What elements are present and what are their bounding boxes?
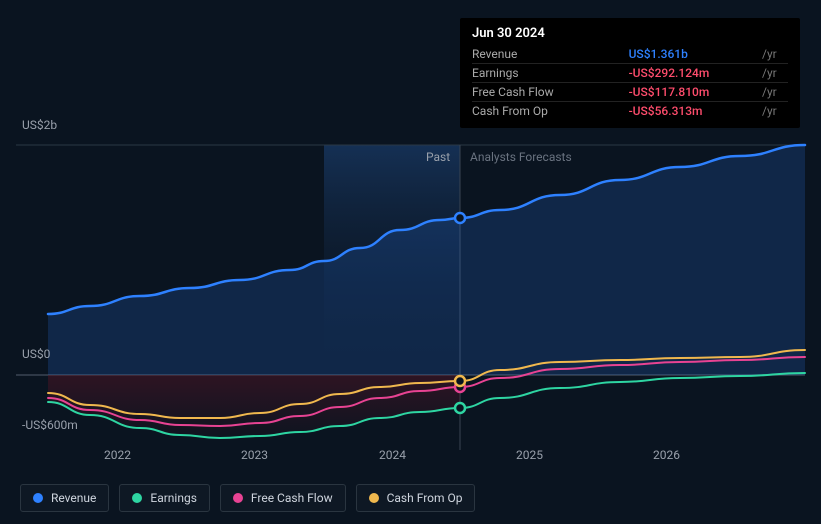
tooltip-label: Revenue (472, 45, 629, 64)
legend-label: Cash From Op (387, 491, 463, 505)
legend-swatch (233, 493, 243, 503)
y-tick-label-n600: -US$600m (22, 418, 78, 432)
legend-label: Revenue (51, 491, 96, 505)
tooltip-row-cfo: Cash From Op -US$56.313m /yr (472, 102, 788, 121)
tooltip-suffix: /yr (758, 83, 788, 102)
x-tick-label: 2026 (653, 448, 680, 462)
tooltip-row-earnings: Earnings -US$292.124m /yr (472, 64, 788, 83)
legend-item-cfo[interactable]: Cash From Op (356, 484, 476, 512)
tooltip-row-revenue: Revenue US$1.361b /yr (472, 45, 788, 64)
tooltip-value: -US$292.124m (629, 64, 758, 83)
tooltip-row-fcf: Free Cash Flow -US$117.810m /yr (472, 83, 788, 102)
tooltip-value: US$1.361b (629, 45, 758, 64)
tooltip-value: -US$56.313m (629, 102, 758, 121)
tooltip-suffix: /yr (758, 64, 788, 83)
x-tick-label: 2025 (516, 448, 543, 462)
tooltip-value: -US$117.810m (629, 83, 758, 102)
tooltip-table: Revenue US$1.361b /yr Earnings -US$292.1… (472, 45, 788, 120)
past-zone-label: Past (426, 150, 450, 164)
tooltip-label: Free Cash Flow (472, 83, 629, 102)
x-tick-label: 2024 (379, 448, 406, 462)
tooltip-label: Cash From Op (472, 102, 629, 121)
legend-label: Earnings (150, 491, 197, 505)
tooltip-suffix: /yr (758, 102, 788, 121)
x-tick-label: 2022 (104, 448, 131, 462)
x-tick-label: 2023 (241, 448, 268, 462)
legend-swatch (132, 493, 142, 503)
chart-legend: Revenue Earnings Free Cash Flow Cash Fro… (20, 484, 475, 512)
tooltip-date: Jun 30 2024 (472, 26, 788, 41)
y-tick-label-2b: US$2b (22, 118, 57, 132)
tooltip-label: Earnings (472, 64, 629, 83)
legend-label: Free Cash Flow (251, 491, 333, 505)
legend-swatch (33, 493, 43, 503)
forecast-zone-label: Analysts Forecasts (470, 150, 572, 164)
y-tick-label-0: US$0 (22, 347, 50, 361)
data-tooltip: Jun 30 2024 Revenue US$1.361b /yr Earnin… (460, 18, 800, 128)
legend-swatch (369, 493, 379, 503)
legend-item-revenue[interactable]: Revenue (20, 484, 109, 512)
tooltip-suffix: /yr (758, 45, 788, 64)
legend-item-earnings[interactable]: Earnings (119, 484, 210, 512)
legend-item-fcf[interactable]: Free Cash Flow (220, 484, 346, 512)
financial-forecast-chart: US$2b US$0 -US$600m 2022 2023 2024 2025 … (0, 0, 821, 524)
